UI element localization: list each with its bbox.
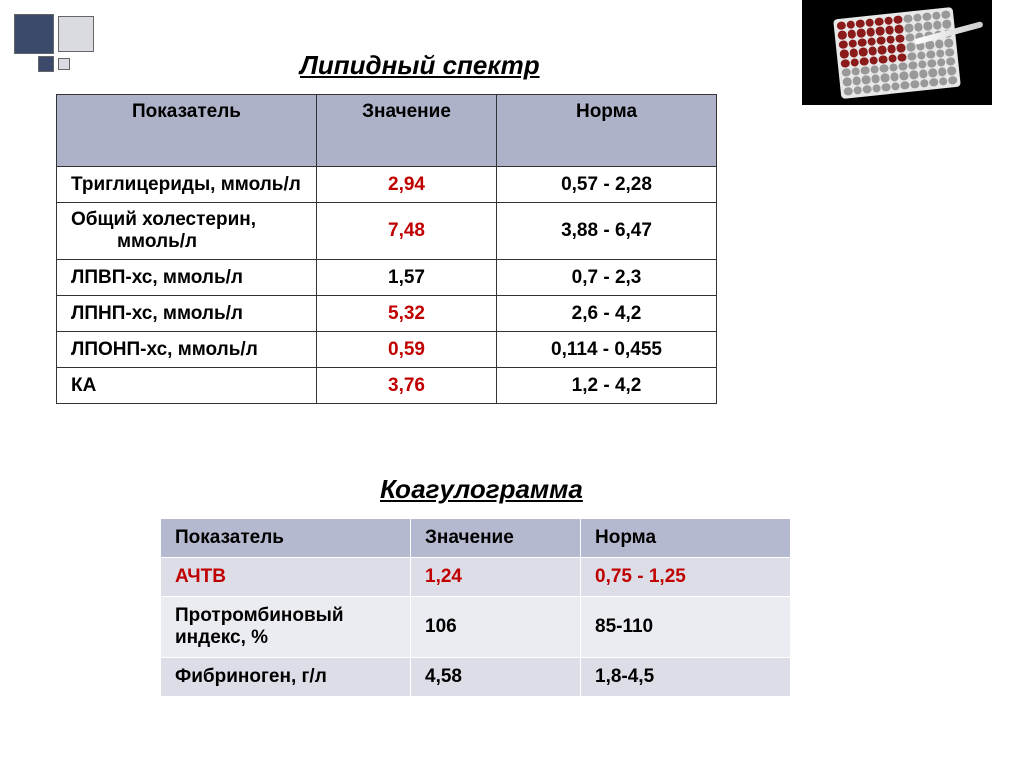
param-cell: Протромбиновый индекс, % (161, 597, 411, 658)
decor-square (58, 58, 70, 70)
coagulogram-title: Коагулограмма (380, 474, 583, 505)
decor-square (38, 56, 54, 72)
table-row: Фибриноген, г/л4,581,8-4,5 (161, 658, 791, 697)
table-header: Значение (411, 519, 581, 558)
value-cell: 1,57 (317, 260, 497, 296)
decor-squares (14, 14, 124, 74)
param-cell: ЛПОНП-хс, ммоль/л (57, 332, 317, 368)
norm-cell: 0,57 - 2,28 (497, 167, 717, 203)
norm-cell: 1,8-4,5 (581, 658, 791, 697)
table-row: Триглицериды, ммоль/л2,940,57 - 2,28 (57, 167, 717, 203)
table-header: Показатель (161, 519, 411, 558)
decor-square (58, 16, 94, 52)
param-cell: ЛПВП-хс, ммоль/л (57, 260, 317, 296)
norm-cell: 1,2 - 4,2 (497, 368, 717, 404)
value-cell: 106 (411, 597, 581, 658)
table-row: АЧТВ1,240,75 - 1,25 (161, 558, 791, 597)
param-cell: Общий холестерин,ммоль/л (57, 203, 317, 260)
param-cell: КА (57, 368, 317, 404)
coagulogram-table: Показатель Значение Норма АЧТВ1,240,75 -… (160, 518, 791, 697)
table-row: Общий холестерин,ммоль/л7,483,88 - 6,47 (57, 203, 717, 260)
value-cell: 5,32 (317, 296, 497, 332)
norm-cell: 0,75 - 1,25 (581, 558, 791, 597)
table-header: Норма (581, 519, 791, 558)
value-cell: 1,24 (411, 558, 581, 597)
value-cell: 3,76 (317, 368, 497, 404)
param-cell: АЧТВ (161, 558, 411, 597)
table-header: Значение (317, 95, 497, 167)
norm-cell: 85-110 (581, 597, 791, 658)
param-cell: Триглицериды, ммоль/л (57, 167, 317, 203)
norm-cell: 2,6 - 4,2 (497, 296, 717, 332)
lipid-title: Липидный спектр (300, 50, 540, 81)
lipid-table: Показатель Значение Норма Триглицериды, … (56, 94, 717, 404)
param-cell: Фибриноген, г/л (161, 658, 411, 697)
lab-plate-image (802, 0, 992, 105)
value-cell: 2,94 (317, 167, 497, 203)
table-header: Показатель (57, 95, 317, 167)
value-cell: 0,59 (317, 332, 497, 368)
param-cell-line2: ммоль/л (71, 231, 302, 253)
norm-cell: 0,114 - 0,455 (497, 332, 717, 368)
table-row: КА3,761,2 - 4,2 (57, 368, 717, 404)
table-row: ЛПОНП-хс, ммоль/л0,590,114 - 0,455 (57, 332, 717, 368)
norm-cell: 0,7 - 2,3 (497, 260, 717, 296)
param-cell: ЛПНП-хс, ммоль/л (57, 296, 317, 332)
table-row: ЛПВП-хс, ммоль/л1,570,7 - 2,3 (57, 260, 717, 296)
table-row: ЛПНП-хс, ммоль/л5,322,6 - 4,2 (57, 296, 717, 332)
value-cell: 4,58 (411, 658, 581, 697)
value-cell: 7,48 (317, 203, 497, 260)
table-header: Норма (497, 95, 717, 167)
norm-cell: 3,88 - 6,47 (497, 203, 717, 260)
decor-square (14, 14, 54, 54)
table-row: Протромбиновый индекс, %10685-110 (161, 597, 791, 658)
